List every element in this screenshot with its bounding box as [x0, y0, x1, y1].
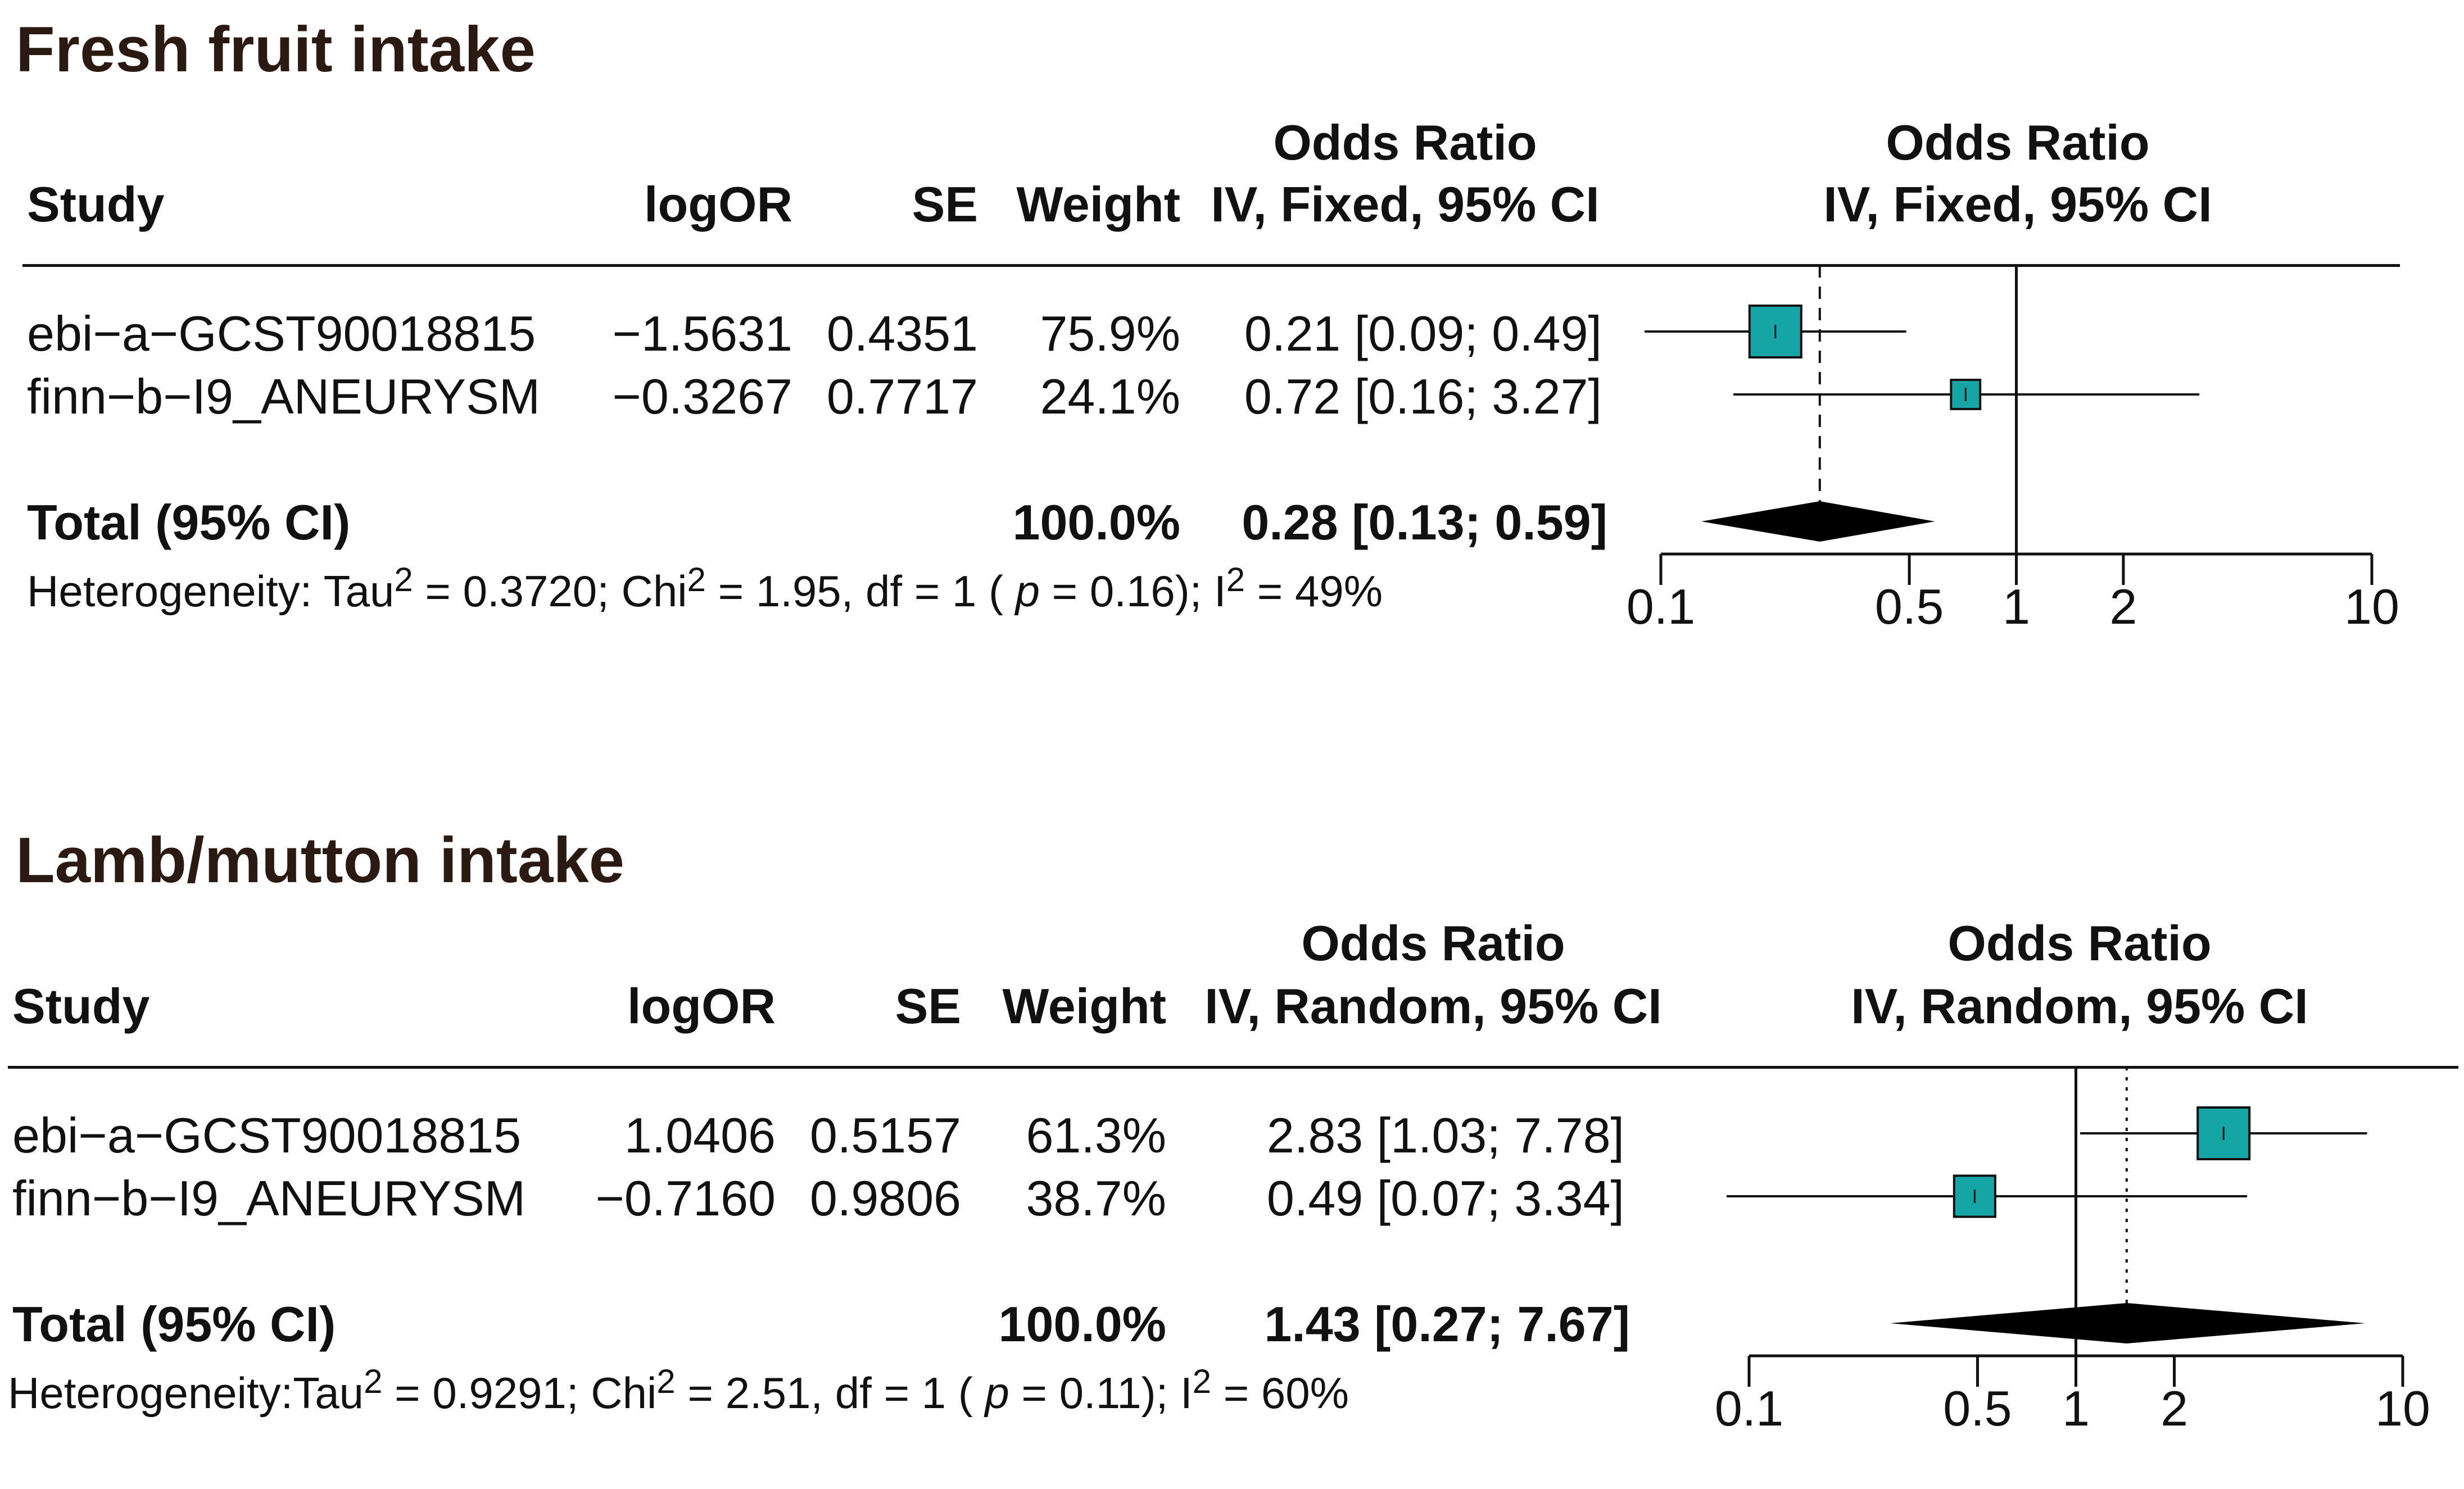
header-plot-odds-ratio: Odds Ratio	[1886, 115, 2150, 170]
header-ci: IV, Random, 95% CI	[1204, 978, 1662, 1034]
header-plot-ci: IV, Random, 95% CI	[1851, 978, 2308, 1034]
study-se: 0.9806	[809, 1170, 961, 1226]
header-weight: Weight	[1016, 176, 1180, 232]
header-weight: Weight	[1002, 978, 1166, 1034]
x-tick-label: 2	[2109, 579, 2137, 634]
study-name: ebi−a−GCST90018815	[27, 306, 536, 361]
x-tick-label: 10	[2375, 1381, 2430, 1436]
header-odds-ratio: Odds Ratio	[1301, 915, 1565, 971]
header-logor: logOR	[627, 978, 776, 1034]
total-ci: 0.28 [0.13; 0.59]	[1242, 494, 1607, 550]
total-ci: 1.43 [0.27; 7.67]	[1264, 1296, 1630, 1352]
x-tick-label: 2	[2160, 1381, 2188, 1436]
header-ci: IV, Fixed, 95% CI	[1211, 176, 1600, 232]
x-tick-label: 10	[2344, 579, 2399, 634]
summary-diamond	[1701, 501, 1935, 542]
study-name: finn−b−I9_ANEURYSM	[27, 369, 541, 424]
study-logor: −0.3267	[612, 369, 792, 424]
header-study: Study	[27, 176, 165, 232]
header-odds-ratio: Odds Ratio	[1273, 115, 1537, 170]
study-weight: 75.9%	[1040, 306, 1180, 361]
study-ci: 2.83 [1.03; 7.78]	[1266, 1107, 1624, 1163]
study-name: ebi−a−GCST90018815	[12, 1107, 522, 1163]
x-tick-label: 1	[2003, 579, 2030, 634]
x-tick-label: 1	[2062, 1381, 2090, 1436]
study-se: 0.5157	[809, 1107, 961, 1163]
x-tick-label: 0.5	[1875, 579, 1944, 634]
study-logor: −1.5631	[612, 306, 792, 361]
study-logor: −0.7160	[595, 1170, 776, 1226]
forest-plot-area: 0.1 0.5 1 2 10	[1715, 1067, 2430, 1436]
chart-title: Fresh fruit intake	[16, 14, 536, 85]
total-label: Total (95% CI)	[27, 494, 351, 550]
heterogeneity-text: Heterogeneity: Tau2 = 0.3720; Chi2 = 1.9…	[27, 561, 1383, 616]
x-tick-label: 0.5	[1943, 1381, 2012, 1436]
header-se: SE	[895, 978, 961, 1034]
study-name: finn−b−I9_ANEURYSM	[12, 1170, 526, 1226]
chart-title: Lamb/mutton intake	[16, 825, 625, 896]
study-se: 0.4351	[826, 306, 978, 361]
header-se: SE	[912, 176, 978, 232]
study-weight: 61.3%	[1026, 1107, 1166, 1163]
total-label: Total (95% CI)	[12, 1296, 336, 1352]
study-weight: 24.1%	[1040, 369, 1180, 424]
study-ci: 0.49 [0.07; 3.34]	[1266, 1170, 1624, 1226]
study-se: 0.7717	[826, 369, 978, 424]
study-weight: 38.7%	[1026, 1170, 1166, 1226]
header-logor: logOR	[644, 176, 792, 232]
study-logor: 1.0406	[624, 1107, 776, 1163]
forest-plot-fresh-fruit: Fresh fruit intake Odds Ratio Odds Ratio…	[16, 14, 2400, 634]
header-rule	[22, 264, 2400, 267]
forest-plot-area: 0.1 0.5 1 2 10	[1627, 265, 2399, 634]
header-plot-ci: IV, Fixed, 95% CI	[1823, 176, 2212, 232]
total-weight: 100.0%	[1012, 494, 1180, 550]
study-ci: 0.21 [0.09; 0.49]	[1244, 306, 1602, 361]
heterogeneity-text: Heterogeneity:Tau2 = 0.9291; Chi2 = 2.51…	[8, 1363, 1349, 1418]
x-tick-label: 0.1	[1627, 579, 1695, 634]
study-ci: 0.72 [0.16; 3.27]	[1244, 369, 1602, 424]
forest-plot-lamb-mutton: Lamb/mutton intake Odds Ratio Odds Ratio…	[0, 745, 2464, 1489]
total-weight: 100.0%	[998, 1296, 1166, 1352]
x-tick-label: 0.1	[1715, 1381, 1783, 1436]
header-study: Study	[12, 978, 150, 1034]
header-plot-odds-ratio: Odds Ratio	[1947, 915, 2212, 971]
header-rule	[8, 1066, 2458, 1069]
summary-diamond	[1890, 1303, 2366, 1343]
